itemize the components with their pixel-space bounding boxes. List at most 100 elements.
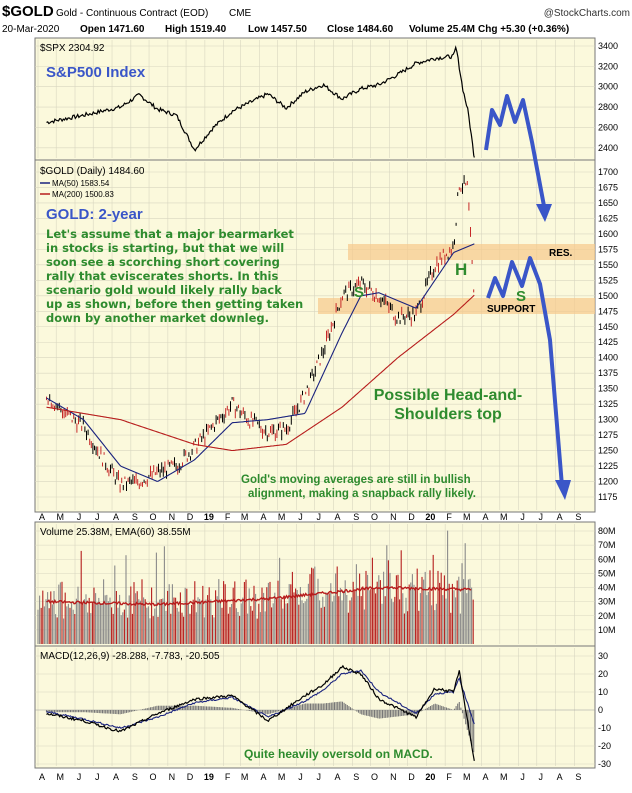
gold-y-tick: 1475	[598, 306, 618, 316]
x-tick-label: O	[371, 772, 378, 782]
volume-y-tick: 60M	[598, 554, 616, 564]
exchange-label: CME	[229, 8, 252, 19]
volume-y-tick: 10M	[598, 625, 616, 635]
x-tick-label: M	[463, 772, 471, 782]
open-label: Open 1471.60	[80, 24, 145, 35]
symbol-title: $GOLD	[2, 3, 54, 20]
x-tick-label: A	[483, 772, 489, 782]
x-tick-label: 20	[425, 512, 435, 522]
x-tick-label: J	[316, 512, 321, 522]
gold-ma200-line	[46, 294, 475, 452]
gold-projection-arrow	[486, 256, 564, 487]
gold-y-tick: 1325	[598, 399, 618, 409]
grid-layer	[35, 40, 595, 766]
gold-y-tick: 1550	[598, 260, 618, 270]
x-tick-label: D	[187, 772, 194, 782]
macd-signal-line	[46, 669, 475, 729]
gold-y-tick: 1400	[598, 353, 618, 363]
x-tick-label: J	[316, 772, 321, 782]
gold-y-tick: 1675	[598, 182, 618, 192]
volume-legend: Volume 25.38M, EMA(60) 38.55M	[40, 527, 191, 538]
x-tick-label: S	[575, 772, 581, 782]
volume-ema-line	[46, 585, 472, 607]
x-tick-label: D	[408, 512, 415, 522]
change-label: Chg +5.30 (+0.36%)	[478, 24, 569, 35]
x-tick-label: M	[500, 772, 508, 782]
x-tick-label: O	[150, 772, 157, 782]
x-tick-label: O	[150, 512, 157, 522]
macd-y-tick: -30	[598, 759, 611, 769]
gold-y-tick: 1450	[598, 322, 618, 332]
spx-panel-label: S&P500 Index	[46, 64, 146, 81]
x-tick-label: A	[557, 772, 563, 782]
gold-y-tick: 1425	[598, 337, 618, 347]
x-tick-label: S	[353, 772, 359, 782]
x-tick-label: N	[390, 512, 397, 522]
spx-projection-arrow	[484, 94, 546, 207]
macd-line	[46, 664, 475, 762]
macd-y-tick: -20	[598, 741, 611, 751]
x-tick-label: M	[241, 512, 249, 522]
x-tick-label: A	[113, 512, 119, 522]
hs-note-line1: Possible Head-and-	[374, 387, 522, 404]
macd-y-tick: -10	[598, 723, 611, 733]
x-tick-label: D	[187, 512, 194, 522]
projection-arrows	[484, 94, 571, 500]
spx-legend: $SPX 2304.92	[40, 43, 105, 54]
gold-y-tick: 1525	[598, 275, 618, 285]
x-tick-label: F	[225, 512, 231, 522]
macd-y-tick: 30	[598, 651, 608, 661]
gold-y-tick: 1200	[598, 477, 618, 487]
gold-y-tick: 1275	[598, 430, 618, 440]
x-tick-label: F	[446, 512, 452, 522]
x-tick-label: 19	[204, 772, 214, 782]
macd-y-tick: 20	[598, 669, 608, 679]
x-tick-label: J	[539, 772, 544, 782]
x-tick-label: S	[353, 512, 359, 522]
gold-y-tick: 1625	[598, 213, 618, 223]
gold-y-tick: 1650	[598, 198, 618, 208]
x-tick-label: S	[575, 512, 581, 522]
spx-y-tick: 2800	[598, 102, 618, 112]
x-tick-label: A	[260, 772, 266, 782]
volume-label: Volume 25.4M	[409, 24, 475, 35]
macd-y-tick: 10	[598, 687, 608, 697]
commentary-line: scenario gold would likely rally back	[46, 283, 282, 297]
spx-arrow-head	[536, 204, 552, 222]
high-label: High 1519.40	[165, 24, 227, 35]
credit-label: @StockCharts.com	[544, 8, 630, 19]
commentary-line: in stocks is starting, but that we will	[46, 241, 284, 255]
x-tick-label: A	[39, 512, 45, 522]
gold-y-tick: 1250	[598, 446, 618, 456]
x-tick-label: F	[225, 772, 231, 782]
gold-legend: $GOLD (Daily) 1484.60	[40, 166, 145, 177]
x-tick-label: J	[539, 512, 544, 522]
macd-y-tick: 0	[598, 705, 603, 715]
gold-y-tick: 1300	[598, 415, 618, 425]
ma-note-line2: alignment, making a snapback rally likel…	[248, 488, 476, 500]
commentary-line: Let's assume that a major bearmarket	[46, 227, 294, 241]
commentary-line: down by another market downleg.	[46, 311, 269, 325]
x-tick-label: A	[39, 772, 45, 782]
contract-desc: Gold - Continuous Contract (EOD)	[56, 8, 208, 19]
gold-y-tick: 1500	[598, 291, 618, 301]
spx-price-line	[46, 45, 475, 158]
gold-y-tick: 1600	[598, 229, 618, 239]
x-tick-label: 20	[425, 772, 435, 782]
close-label: Close 1484.60	[327, 24, 394, 35]
gold-y-tick: 1375	[598, 368, 618, 378]
x-tick-label: M	[56, 512, 64, 522]
x-tick-label: S	[132, 512, 138, 522]
x-tick-label: M	[56, 772, 64, 782]
left-shoulder-label: S	[354, 284, 364, 301]
gold-y-tick: 1350	[598, 384, 618, 394]
x-tick-label: J	[95, 512, 100, 522]
x-tick-label: J	[77, 512, 82, 522]
y-axis-labels: 2400 2600 2800 3000 3200 3400 1175 1200 1225 1250…	[598, 41, 618, 769]
low-label: Low 1457.50	[248, 24, 307, 35]
x-tick-label: J	[95, 772, 100, 782]
gold-y-tick: 1575	[598, 244, 618, 254]
